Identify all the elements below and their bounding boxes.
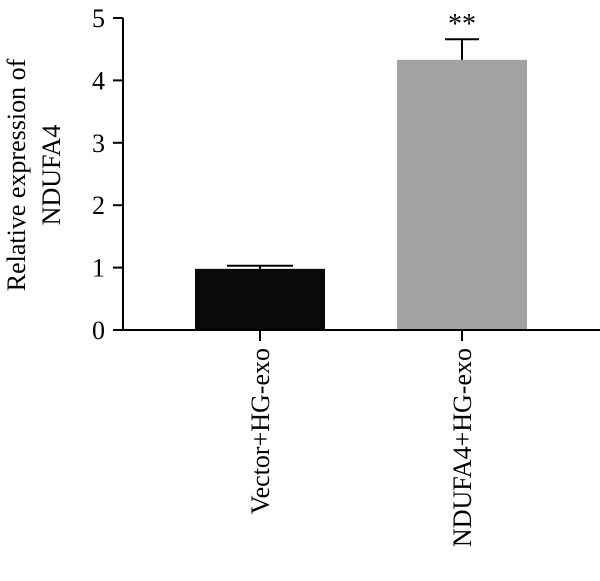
bar-1 [195, 268, 325, 330]
plot-area: ** 0 1 2 3 4 5 Vector+HG-exo NDUFA4+HG-exo [92, 4, 600, 547]
y-axis-title-line-2: NDUFA4 [37, 125, 66, 226]
bar-2 [397, 59, 527, 331]
y-tick-label-0: 0 [92, 316, 105, 345]
x-category-label-1: Vector+HG-exo [246, 348, 275, 514]
y-tick-label-1: 1 [92, 254, 105, 283]
x-category-label-2: NDUFA4+HG-exo [448, 348, 477, 547]
y-axis-title-line-1: Relative expression of [2, 58, 31, 291]
y-tick-label-5: 5 [92, 4, 105, 33]
y-axis-title: Relative expression of NDUFA4 [2, 58, 66, 291]
significance-label-2: ** [448, 9, 476, 40]
y-tick-label-3: 3 [92, 129, 105, 158]
y-tick-label-2: 2 [92, 191, 105, 220]
y-tick-label-4: 4 [92, 66, 105, 95]
